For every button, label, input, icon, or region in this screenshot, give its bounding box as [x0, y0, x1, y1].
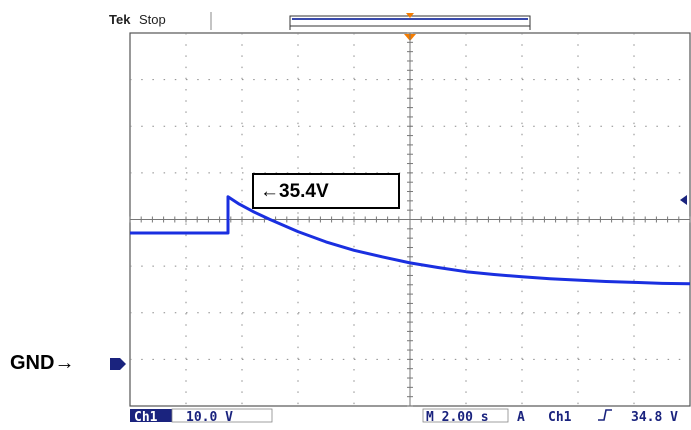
- scope-header: [210, 12, 531, 30]
- channel-indicator: Ch1: [134, 410, 158, 425]
- timebase-readout: M 2.00 s: [426, 410, 489, 425]
- waveform-trace: [130, 195, 691, 286]
- peak-voltage-label: ←35.4V: [260, 181, 329, 202]
- graticule-grid: [129, 32, 691, 407]
- trigger-level-icon: [680, 195, 687, 205]
- waveform-line: [130, 195, 691, 286]
- rising-edge-icon: [598, 409, 612, 421]
- acquisition-state: Stop: [139, 12, 166, 27]
- trigger-mode: A: [517, 410, 525, 425]
- ground-label: GND→: [10, 352, 75, 374]
- record-window-bar: [292, 18, 528, 20]
- trigger-source: Ch1: [548, 410, 572, 425]
- trigger-position-icon: [406, 13, 414, 18]
- brand-label: Tek: [109, 12, 131, 27]
- peak-voltage-callout: ←35.4V: [252, 173, 400, 209]
- trigger-level-readout: 34.8 V: [631, 410, 678, 425]
- timebase-field: [422, 408, 509, 423]
- ground-marker-icon: [110, 358, 126, 370]
- volts-per-div: 10.0 V: [186, 410, 233, 425]
- channel-badge: [130, 409, 172, 422]
- volts-field: [171, 408, 273, 423]
